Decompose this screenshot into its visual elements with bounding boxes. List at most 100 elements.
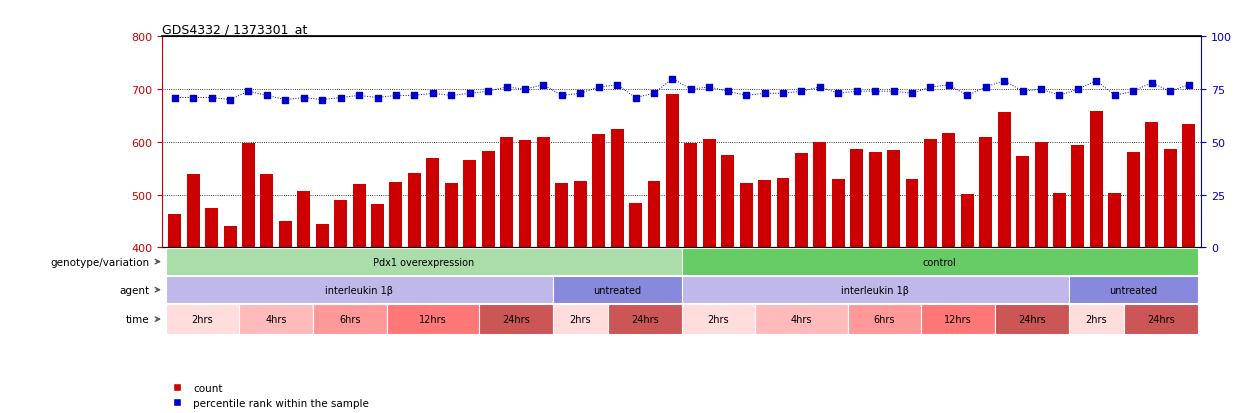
Point: [662, 76, 682, 83]
Point: [275, 97, 295, 104]
Point: [552, 93, 571, 100]
Bar: [1164, 150, 1177, 248]
Point: [828, 91, 848, 97]
Bar: [721, 156, 735, 248]
Text: GDS4332 / 1373301_at: GDS4332 / 1373301_at: [162, 23, 308, 36]
Point: [1012, 89, 1032, 95]
Point: [239, 89, 259, 95]
Point: [164, 95, 184, 102]
Point: [903, 91, 923, 97]
Bar: [463, 161, 476, 248]
Bar: [756, 305, 848, 334]
Bar: [1053, 194, 1066, 248]
Bar: [682, 305, 756, 334]
Text: untreated: untreated: [1109, 285, 1158, 295]
Bar: [961, 194, 974, 248]
Bar: [166, 305, 239, 334]
Bar: [242, 144, 255, 248]
Bar: [224, 227, 237, 248]
Bar: [796, 154, 808, 248]
Point: [625, 95, 645, 102]
Bar: [1035, 143, 1047, 248]
Bar: [611, 129, 624, 248]
Point: [718, 89, 738, 95]
Bar: [482, 152, 494, 248]
Bar: [848, 305, 921, 334]
Bar: [924, 140, 937, 248]
Bar: [352, 184, 366, 248]
Point: [1068, 87, 1088, 93]
Bar: [479, 305, 553, 334]
Bar: [298, 192, 310, 248]
Text: Pdx1 overexpression: Pdx1 overexpression: [374, 257, 474, 267]
Text: 4hrs: 4hrs: [791, 314, 812, 324]
Point: [570, 91, 590, 97]
Bar: [1145, 123, 1158, 248]
Point: [441, 93, 461, 100]
Bar: [921, 305, 995, 334]
Point: [736, 93, 756, 100]
Bar: [168, 215, 182, 248]
Bar: [629, 203, 642, 248]
Bar: [682, 277, 1068, 304]
Text: 2hrs: 2hrs: [707, 314, 730, 324]
Text: 6hrs: 6hrs: [339, 314, 361, 324]
Bar: [312, 305, 387, 334]
Point: [1031, 87, 1051, 93]
Text: 24hrs: 24hrs: [502, 314, 529, 324]
Bar: [703, 139, 716, 248]
Point: [773, 91, 793, 97]
Bar: [1068, 277, 1198, 304]
Text: untreated: untreated: [593, 285, 641, 295]
Point: [367, 95, 387, 102]
Bar: [334, 200, 347, 248]
Point: [1104, 93, 1124, 100]
Bar: [777, 178, 789, 248]
Bar: [997, 112, 1011, 248]
Bar: [239, 305, 312, 334]
Bar: [444, 183, 458, 248]
Bar: [500, 137, 513, 248]
Bar: [205, 209, 218, 248]
Bar: [647, 182, 660, 248]
Point: [294, 95, 314, 102]
Bar: [408, 173, 421, 248]
Bar: [279, 221, 291, 248]
Point: [349, 93, 369, 100]
Bar: [387, 305, 479, 334]
Point: [939, 82, 959, 89]
Text: 2hrs: 2hrs: [1086, 314, 1107, 324]
Text: 24hrs: 24hrs: [1147, 314, 1175, 324]
Bar: [685, 144, 697, 248]
Bar: [166, 249, 682, 275]
Bar: [888, 150, 900, 248]
Text: interleukin 1β: interleukin 1β: [325, 285, 393, 295]
Bar: [758, 181, 771, 248]
Bar: [980, 138, 992, 248]
Point: [405, 93, 425, 100]
Point: [1160, 89, 1180, 95]
Bar: [574, 182, 586, 248]
Point: [331, 95, 351, 102]
Bar: [813, 142, 827, 248]
Bar: [1072, 145, 1084, 248]
Bar: [1108, 194, 1122, 248]
Text: 2hrs: 2hrs: [192, 314, 213, 324]
Bar: [1016, 157, 1030, 248]
Point: [865, 89, 885, 95]
Point: [681, 87, 701, 93]
Text: agent: agent: [120, 285, 149, 295]
Text: 12hrs: 12hrs: [418, 314, 447, 324]
Point: [1142, 80, 1162, 87]
Bar: [832, 179, 845, 248]
Text: 4hrs: 4hrs: [265, 314, 286, 324]
Point: [220, 97, 240, 104]
Point: [995, 78, 1015, 85]
Bar: [316, 224, 329, 248]
Bar: [1124, 305, 1198, 334]
Text: genotype/variation: genotype/variation: [50, 257, 149, 267]
Point: [589, 84, 609, 91]
Point: [1050, 93, 1069, 100]
Bar: [1068, 305, 1124, 334]
Text: 2hrs: 2hrs: [569, 314, 591, 324]
